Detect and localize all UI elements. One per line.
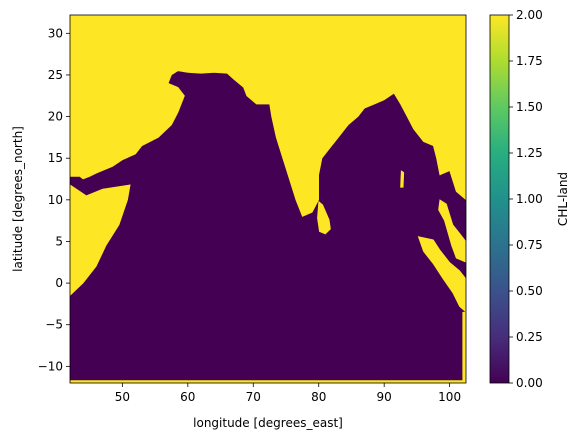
land-persian-gulf [108, 30, 166, 82]
land-andaman-islands [400, 170, 405, 188]
colorbar-tick-label: 0.00 [516, 376, 543, 390]
colorbar-tick-label: 0.75 [516, 238, 543, 252]
land-layer [70, 15, 466, 383]
x-tick-label: 100 [438, 390, 461, 404]
y-tick-label: −5 [45, 318, 63, 332]
x-axis-label: longitude [degrees_east] [193, 416, 343, 430]
y-tick-label: −10 [38, 359, 63, 373]
x-axis: 50 60 70 80 90 100 [115, 383, 461, 404]
colorbar-label: CHL-land [556, 172, 570, 226]
y-axis: −10 −5 0 5 10 15 20 25 30 [38, 26, 70, 373]
y-tick-label: 20 [48, 110, 63, 124]
land-sumatra [417, 236, 466, 313]
y-tick-label: 5 [55, 234, 63, 248]
y-tick-label: 30 [48, 26, 63, 40]
y-tick-label: 15 [48, 151, 63, 165]
land-east-border [462, 311, 466, 381]
x-tick-label: 80 [311, 390, 326, 404]
plot-area [69, 14, 467, 384]
y-tick-label: 0 [55, 276, 63, 290]
colorbar-tick-label: 1.50 [516, 100, 543, 114]
colorbar-gradient [490, 15, 509, 383]
y-tick-label: 10 [48, 193, 63, 207]
colorbar: 0.00 0.25 0.50 0.75 1.00 1.25 1.50 1.75 2.00 CHL… [489, 8, 570, 390]
colorbar-tick-label: 0.50 [516, 284, 543, 298]
land-africa-horn [70, 184, 131, 297]
x-tick-label: 50 [115, 390, 130, 404]
land-malay-peninsula [438, 199, 466, 263]
y-tick-label: 25 [48, 68, 63, 82]
land-north-landmass [70, 15, 466, 217]
colorbar-ticks: 0.00 0.25 0.50 0.75 1.00 1.25 1.50 1.75 2.00 [509, 8, 543, 390]
land-south-border [70, 380, 466, 383]
colorbar-tick-label: 0.25 [516, 330, 543, 344]
colorbar-tick-label: 1.25 [516, 146, 543, 160]
land-sri-lanka [317, 200, 331, 235]
x-tick-label: 90 [377, 390, 392, 404]
y-axis-label: latitude [degrees_north] [11, 126, 25, 272]
colorbar-tick-label: 1.75 [516, 54, 543, 68]
x-tick-label: 70 [246, 390, 261, 404]
x-tick-label: 60 [180, 390, 195, 404]
plot-frame [69, 14, 467, 384]
colorbar-tick-label: 1.00 [516, 192, 543, 206]
colorbar-tick-label: 2.00 [516, 8, 543, 22]
